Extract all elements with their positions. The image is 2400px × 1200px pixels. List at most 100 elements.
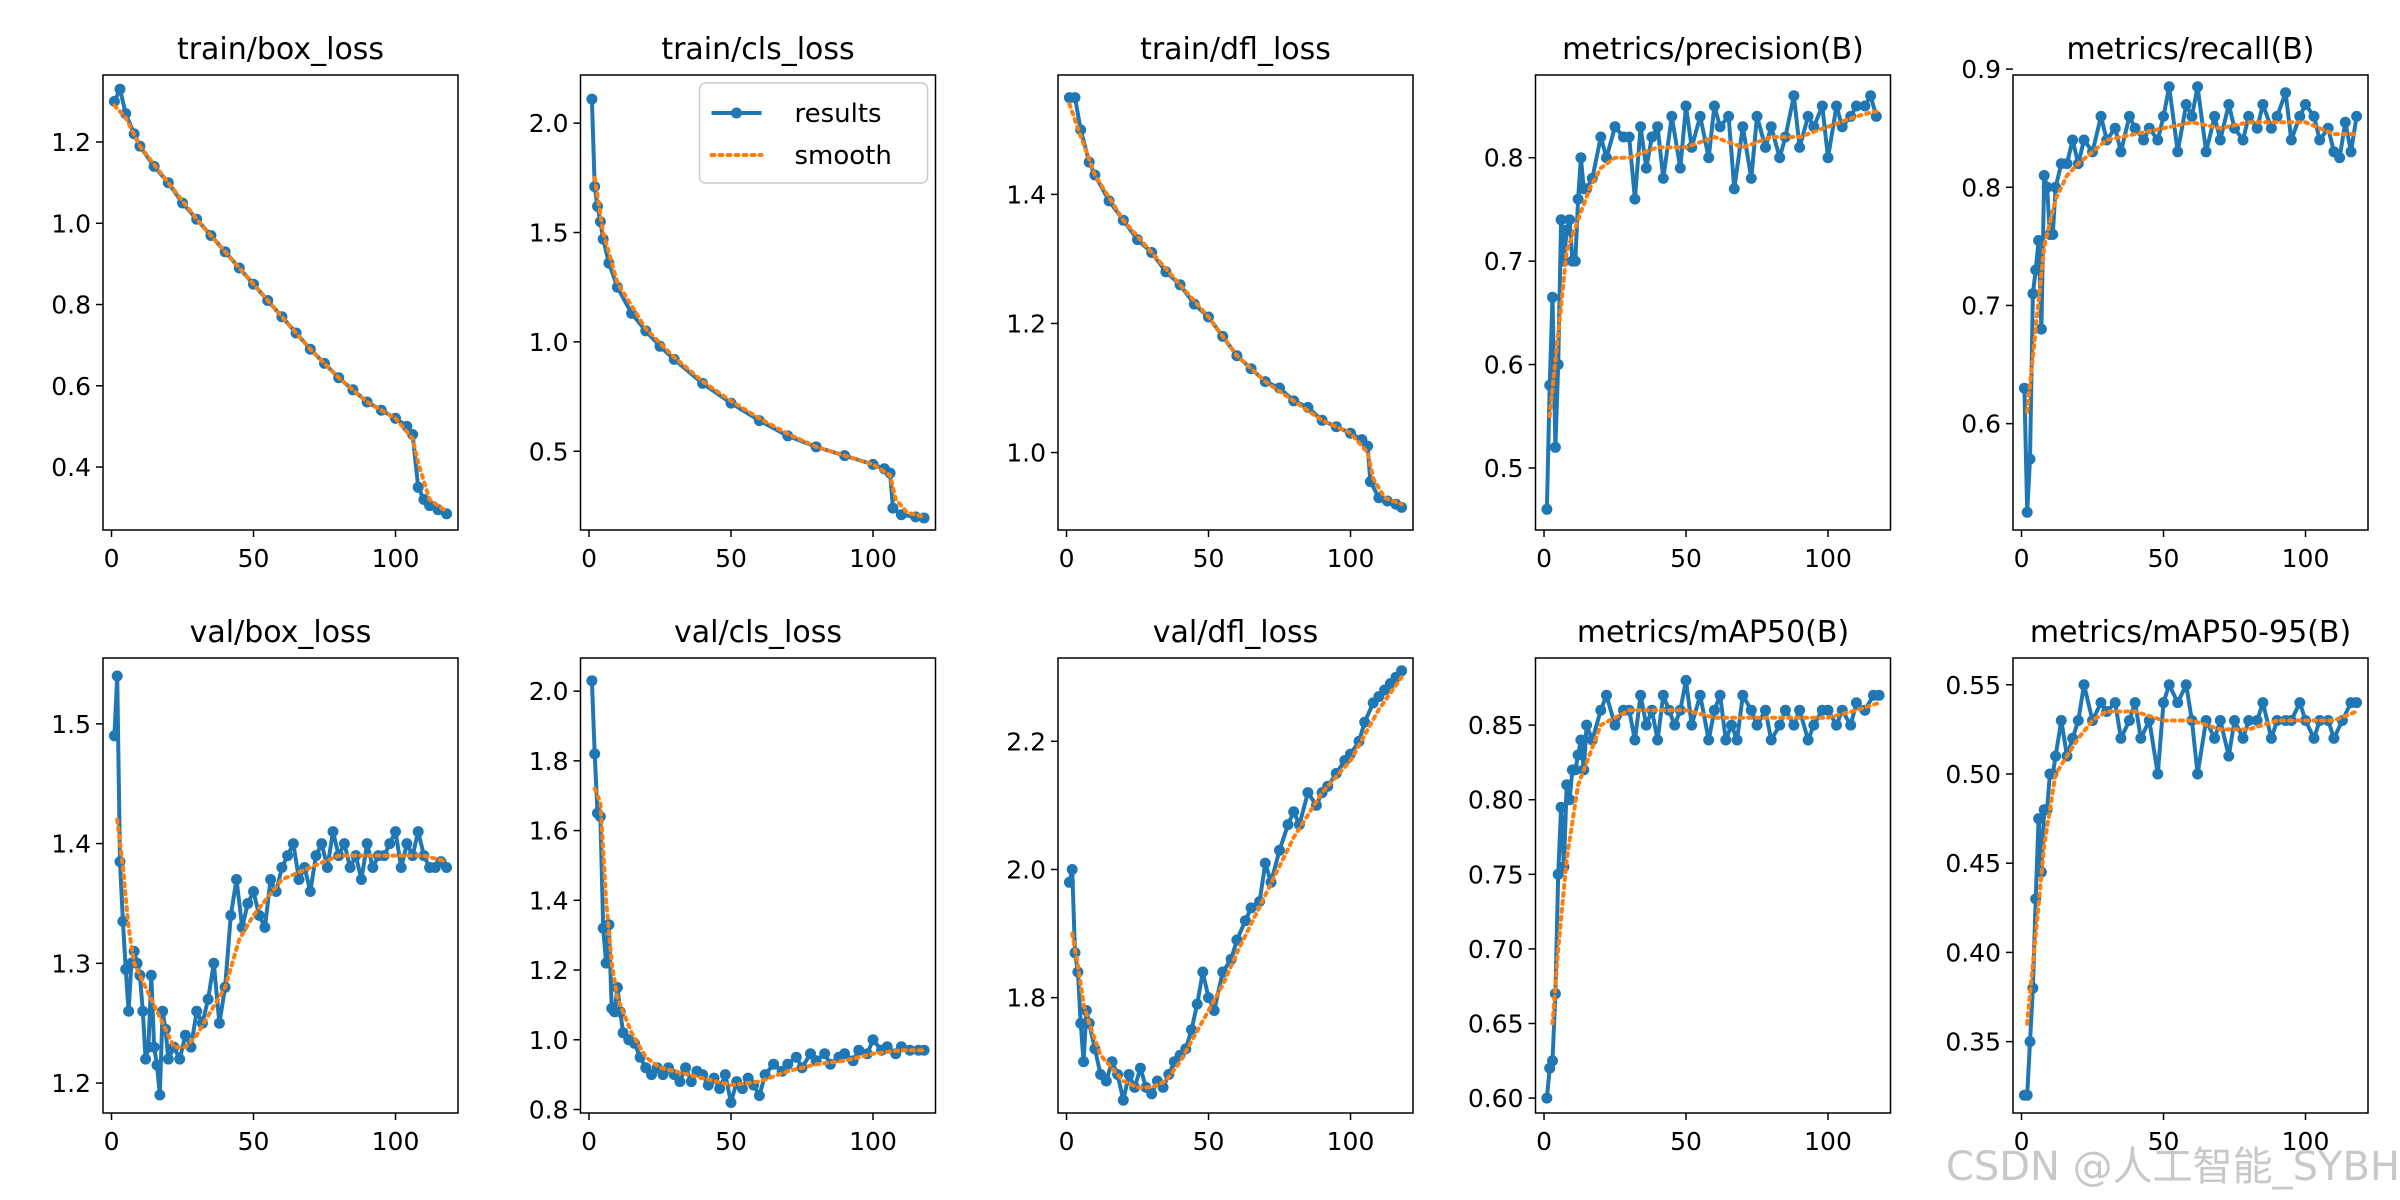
data-point [2180, 679, 2192, 691]
x-tick-label: 100 [1804, 544, 1852, 573]
data-point [887, 502, 899, 514]
data-point [148, 1041, 160, 1053]
data-point [2180, 99, 2192, 110]
legend-results-marker [731, 107, 742, 119]
y-tick-label: 0.60 [1468, 1084, 1524, 1113]
data-point [2021, 1089, 2033, 1101]
data-point [2351, 697, 2363, 709]
y-tick-label: 0.65 [1468, 1009, 1524, 1038]
axes-frame [102, 657, 459, 1114]
data-point [2257, 99, 2269, 110]
data-point [1708, 704, 1720, 716]
data-point [1078, 1056, 1090, 1068]
y-tick-label: 1.2 [51, 128, 91, 157]
y-tick-label: 0.8 [1961, 173, 2001, 202]
data-point [1788, 719, 1800, 731]
data-point [213, 1017, 225, 1029]
data-point [2214, 134, 2226, 146]
data-point [1802, 110, 1814, 122]
data-point [327, 826, 339, 838]
data-point [2209, 732, 2221, 744]
subplot-5: metrics/recall(B) 0 50 100 0.6 0.7 0.8 0.9 [1961, 32, 2369, 573]
y-tick-label: 0.50 [1945, 760, 2001, 789]
data-point [839, 1048, 851, 1060]
subplot-title: train/box_loss [177, 32, 384, 67]
y-tick-label: 0.55 [1945, 671, 2001, 700]
data-point [145, 969, 157, 981]
data-point [282, 850, 294, 862]
data-point [2209, 110, 2221, 122]
subplot-1: train/box_loss 0 50 100 0.4 0.6 0.8 1.0 1.2 [51, 32, 459, 573]
data-point [2243, 110, 2255, 122]
y-tick-label: 1.0 [51, 209, 91, 238]
data-point [225, 909, 237, 921]
data-point [2229, 715, 2240, 726]
axes-frame [1534, 74, 1892, 531]
plot-area [1063, 665, 1408, 1106]
y-tick-label: 0.8 [1484, 144, 1524, 173]
x-tick-label: 50 [1193, 1127, 1225, 1156]
y-tick-label: 0.45 [1945, 849, 2001, 878]
legend-results-label: results [795, 99, 882, 129]
x-tick-label: 0 [1059, 544, 1075, 573]
data-point [2033, 235, 2045, 246]
data-point [191, 1005, 203, 1017]
data-point [1845, 719, 1857, 731]
x-tick-label: 50 [2148, 544, 2180, 573]
subplot-9: metrics/mAP50(B) 0 50 100 0.60 0.65 0.70 0.75 0.… [1468, 615, 1892, 1156]
data-point [1601, 689, 1612, 701]
x-tick-label: 50 [1193, 544, 1225, 573]
x-tick-label: 0 [1059, 1127, 1075, 1156]
data-point [1802, 734, 1814, 746]
y-tick-label: 0.8 [51, 291, 91, 320]
data-point [1822, 704, 1834, 716]
data-point [137, 1005, 149, 1017]
data-point [2339, 116, 2351, 128]
x-tick-label: 100 [372, 1127, 420, 1156]
data-point [2095, 697, 2107, 709]
data-point [2123, 110, 2135, 122]
data-point [1765, 121, 1777, 133]
data-point [1635, 121, 1647, 133]
data-point [1100, 1075, 1112, 1087]
legend-box [698, 82, 929, 184]
data-point [1063, 876, 1075, 888]
data-point [1245, 902, 1257, 914]
data-point [321, 862, 333, 873]
data-point [1731, 734, 1743, 746]
data-point [1075, 1017, 1087, 1029]
data-point [782, 1058, 794, 1070]
data-point [2123, 715, 2135, 726]
data-point [2294, 110, 2306, 122]
data-point [1774, 152, 1786, 164]
data-point [1623, 131, 1635, 143]
legend: results smooth [698, 82, 929, 184]
series-smooth-line [2025, 709, 2359, 1026]
data-point [1646, 131, 1658, 143]
data-point [174, 1053, 186, 1065]
y-tick-label: 2.0 [1006, 855, 1046, 884]
data-point [1723, 110, 1735, 122]
data-point [412, 481, 424, 493]
data-point [1873, 689, 1885, 701]
data-point [1737, 121, 1749, 133]
data-point [1745, 704, 1757, 716]
x-tick-label: 0 [104, 1127, 120, 1156]
series-smooth-line [112, 103, 449, 514]
data-point [1123, 1069, 1135, 1080]
data-point [1069, 92, 1081, 104]
data-point [2041, 181, 2053, 193]
data-point [2192, 81, 2204, 93]
y-tick-label: 0.70 [1468, 935, 1524, 964]
data-point [2027, 288, 2039, 300]
data-point [151, 1059, 163, 1071]
series-smooth-line [1067, 102, 1404, 507]
data-point [1788, 90, 1800, 102]
data-point [2308, 110, 2320, 122]
data-point [1652, 734, 1664, 746]
data-point [719, 1069, 731, 1081]
data-point [2237, 134, 2249, 146]
data-point [2214, 715, 2226, 726]
axes-frame [1057, 657, 1414, 1114]
y-tick-label: 0.4 [51, 453, 91, 482]
